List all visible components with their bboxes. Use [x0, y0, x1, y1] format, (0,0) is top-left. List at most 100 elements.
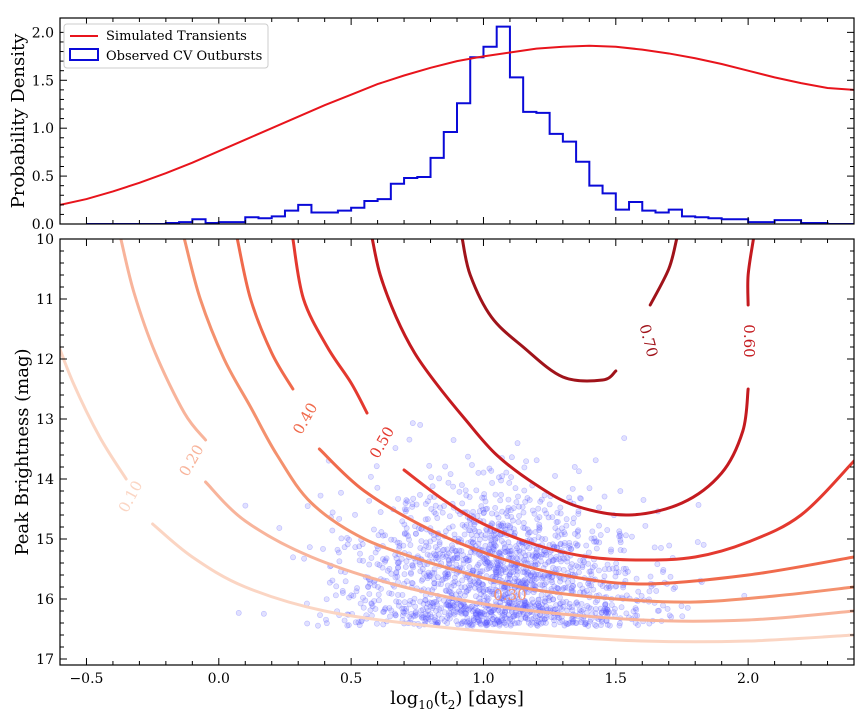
scatter-point: [543, 510, 550, 517]
scatter-point: [453, 618, 460, 625]
scatter-point: [602, 610, 609, 616]
scatter-point: [329, 509, 336, 516]
scatter-point: [507, 575, 513, 582]
scatter-point: [444, 569, 451, 576]
scatter-point: [488, 537, 495, 544]
scatter-point: [395, 560, 402, 567]
scatter-point: [513, 566, 520, 573]
scatter-point: [344, 535, 350, 541]
scatter-point: [603, 584, 610, 591]
scatter-point: [483, 555, 490, 562]
scatter-point: [424, 600, 431, 607]
scatter-point: [678, 603, 685, 609]
scatter-point: [575, 510, 582, 517]
scatter-point: [451, 574, 458, 581]
scatter-point: [479, 494, 486, 501]
scatter-point: [504, 507, 511, 514]
scatter-point: [446, 560, 452, 567]
scatter-point: [586, 604, 592, 611]
scatter-point: [482, 535, 489, 542]
scatter-point: [569, 607, 576, 614]
scatter-point: [443, 588, 450, 594]
scatter-point: [474, 608, 481, 615]
scatter-point: [475, 616, 481, 623]
scatter-point: [496, 572, 503, 579]
scatter-point: [549, 558, 556, 565]
scatter-point: [420, 547, 427, 553]
scatter-point: [442, 463, 449, 470]
scatter-point: [571, 464, 578, 470]
scatter-point: [492, 621, 499, 627]
scatter-point: [471, 526, 477, 532]
scatter-point: [624, 568, 631, 575]
scatter-point: [460, 552, 467, 559]
scatter-point: [536, 514, 543, 521]
scatter-point: [498, 570, 505, 577]
scatter-point: [569, 619, 576, 626]
scatter-point: [493, 574, 500, 580]
scatter-point: [367, 580, 373, 587]
scatter-point: [422, 501, 429, 507]
scatter-point: [591, 562, 598, 569]
scatter-point: [532, 561, 539, 568]
scatter-point: [418, 607, 425, 614]
scatter-point: [541, 616, 548, 623]
scatter-point: [395, 564, 401, 571]
xlabel-sub-10: 10: [418, 698, 433, 712]
scatter-point: [494, 535, 500, 541]
scatter-point: [554, 585, 561, 592]
scatter-point: [420, 614, 427, 621]
scatter-point: [483, 560, 489, 567]
scatter-point: [409, 580, 416, 587]
scatter-point: [329, 527, 336, 534]
scatter-point: [490, 614, 497, 621]
scatter-point: [598, 609, 605, 616]
scatter-point: [482, 621, 489, 628]
scatter-point: [304, 620, 311, 627]
scatter-point: [401, 609, 408, 616]
scatter-point: [518, 616, 524, 622]
scatter-point: [445, 557, 452, 564]
scatter-point: [602, 607, 609, 614]
scatter-point: [427, 603, 434, 610]
scatter-point: [520, 524, 527, 531]
scatter-point: [576, 607, 583, 613]
scatter-point: [530, 615, 537, 622]
scatter-point: [485, 586, 491, 593]
scatter-point: [537, 616, 543, 622]
scatter-point: [603, 605, 610, 612]
scatter-point: [398, 556, 405, 562]
scatter-point: [467, 604, 474, 610]
scatter-point: [511, 526, 517, 533]
scatter-point: [601, 493, 608, 500]
scatter-point: [455, 580, 462, 587]
scatter-point: [493, 511, 500, 518]
scatter-point: [333, 583, 340, 590]
scatter-point: [483, 594, 490, 601]
scatter-point: [533, 621, 540, 628]
scatter-point: [386, 565, 393, 572]
scatter-point: [447, 610, 454, 617]
scatter-point: [446, 550, 452, 557]
contour-060-label: 0.60: [740, 324, 758, 357]
bottom-x-tick-label: 0.5: [340, 671, 362, 687]
scatter-point: [475, 579, 482, 586]
scatter-point: [584, 603, 591, 609]
scatter-point: [508, 513, 515, 520]
scatter-point: [404, 578, 410, 585]
scatter-point: [630, 608, 637, 615]
scatter-point: [534, 552, 541, 559]
scatter-point: [514, 565, 521, 572]
scatter-point: [388, 590, 395, 597]
contour-050-label: 0.50: [366, 424, 398, 462]
scatter-point: [521, 464, 528, 471]
scatter-point: [464, 619, 471, 625]
contour-010-upper-segment: [60, 344, 128, 481]
scatter-point: [373, 463, 380, 470]
scatter-point: [465, 587, 472, 593]
scatter-point: [514, 619, 521, 626]
scatter-point: [461, 609, 468, 616]
scatter-point: [521, 598, 528, 604]
scatter-point: [578, 601, 585, 607]
scatter-point: [399, 605, 406, 612]
